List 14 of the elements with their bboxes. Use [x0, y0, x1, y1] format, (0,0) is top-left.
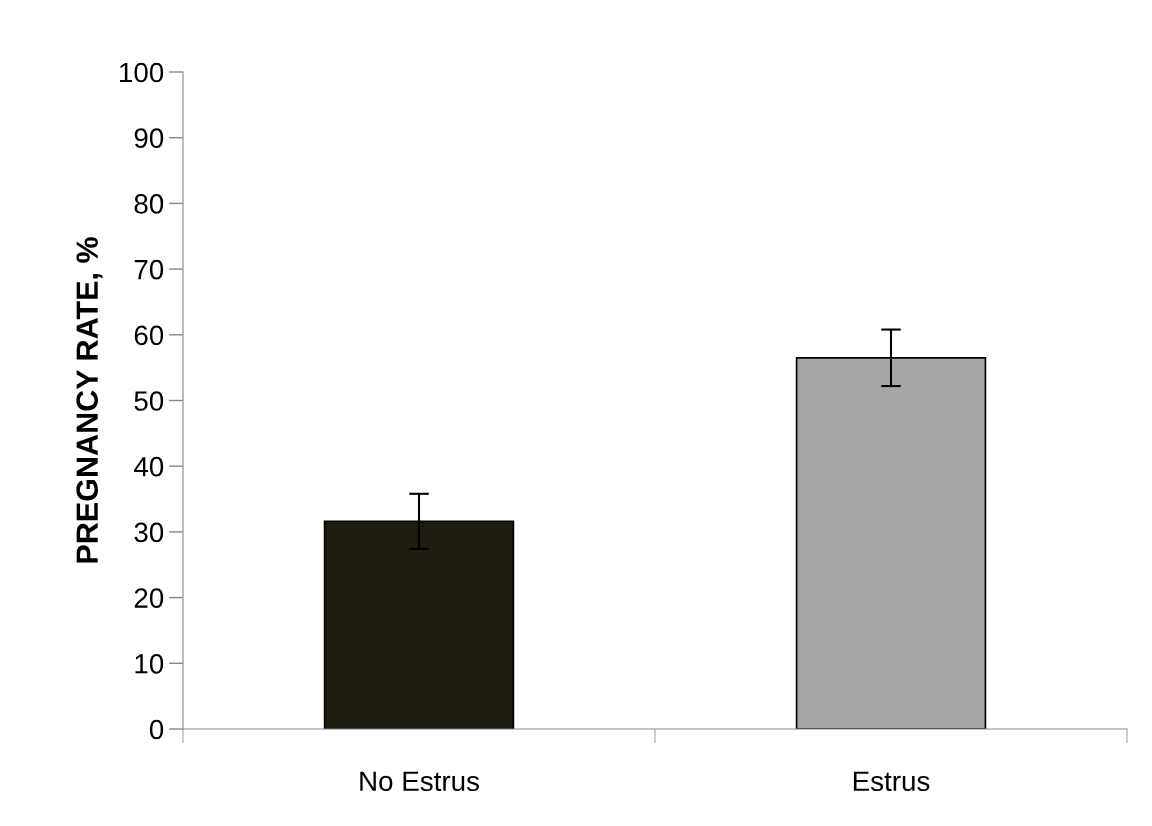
- x-tick-label: Estrus: [853, 771, 930, 792]
- y-tick-label: 0: [149, 719, 164, 740]
- y-axis-title: PREGNANCY RATE, %: [76, 237, 103, 563]
- y-tick-label: 80: [134, 194, 164, 214]
- y-tick-label: 50: [134, 391, 164, 411]
- y-tick-label: 70: [134, 259, 164, 280]
- x-tick-label: No Estrus: [360, 771, 479, 792]
- y-tick-label: 60: [134, 325, 164, 346]
- y-tick-label: 90: [134, 128, 164, 149]
- y-tick-label: 20: [134, 588, 164, 608]
- y-tick-label: 40: [133, 456, 164, 477]
- y-tick-label: 30: [134, 522, 164, 543]
- y-tick-label: 10: [135, 653, 164, 674]
- y-tick-label: 100: [120, 62, 164, 83]
